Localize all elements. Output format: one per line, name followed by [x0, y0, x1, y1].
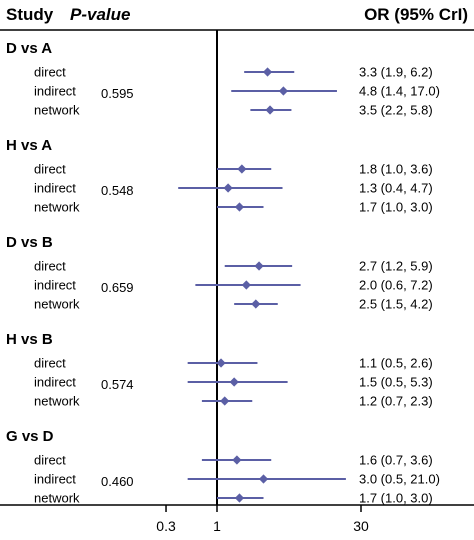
- or-text-d-vs-a-network: 3.5 (2.2, 5.8): [359, 103, 433, 118]
- or-text-h-vs-b-network: 1.2 (0.7, 2.3): [359, 394, 433, 409]
- row-label-h-vs-a-network: network: [34, 200, 80, 215]
- estimate-marker-g-vs-d-direct: [232, 455, 242, 465]
- estimate-marker-d-vs-a-indirect: [278, 86, 289, 96]
- or-text-h-vs-a-network: 1.7 (1.0, 3.0): [359, 200, 433, 215]
- group-label-g-vs-d: G vs D: [6, 428, 54, 445]
- chart-marks: 0.3 1 30 D vs A 0.595 direct 3.3 (1.9, 6.2) ind…: [6, 30, 440, 534]
- estimate-marker-d-vs-a-direct: [262, 67, 273, 77]
- group-label-h-vs-a: H vs A: [6, 137, 52, 154]
- header-study: Study: [6, 5, 54, 24]
- row-label-g-vs-d-network: network: [34, 491, 80, 506]
- estimate-marker-g-vs-d-indirect: [258, 474, 269, 484]
- or-text-h-vs-b-direct: 1.1 (0.5, 2.6): [359, 356, 433, 371]
- or-text-h-vs-a-indirect: 1.3 (0.4, 4.7): [359, 181, 433, 196]
- estimate-marker-h-vs-a-indirect: [223, 183, 233, 193]
- estimate-marker-d-vs-b-direct: [254, 261, 264, 271]
- row-label-h-vs-b-network: network: [34, 394, 80, 409]
- x-tick-label-0.3: 0.3: [156, 518, 176, 534]
- pvalue-d-vs-b: 0.659: [101, 280, 134, 295]
- pvalue-h-vs-b: 0.574: [101, 377, 134, 392]
- row-label-h-vs-b-direct: direct: [34, 356, 66, 371]
- or-text-h-vs-b-indirect: 1.5 (0.5, 5.3): [359, 375, 433, 390]
- estimate-marker-d-vs-a-network: [265, 105, 275, 115]
- group-label-d-vs-b: D vs B: [6, 234, 53, 251]
- row-label-g-vs-d-indirect: indirect: [34, 472, 76, 487]
- or-text-d-vs-b-direct: 2.7 (1.2, 5.9): [359, 259, 433, 274]
- row-label-d-vs-a-network: network: [34, 103, 80, 118]
- row-label-g-vs-d-direct: direct: [34, 453, 66, 468]
- or-text-g-vs-d-direct: 1.6 (0.7, 3.6): [359, 453, 433, 468]
- estimate-marker-h-vs-b-network: [220, 396, 230, 406]
- x-tick-label-30: 30: [353, 518, 369, 534]
- group-label-d-vs-a: D vs A: [6, 40, 52, 57]
- or-text-h-vs-a-direct: 1.8 (1.0, 3.6): [359, 162, 433, 177]
- or-text-d-vs-a-direct: 3.3 (1.9, 6.2): [359, 65, 433, 80]
- group-label-h-vs-b: H vs B: [6, 331, 53, 348]
- header-or: OR (95% CrI): [364, 5, 468, 24]
- estimate-marker-h-vs-a-direct: [237, 164, 247, 174]
- estimate-marker-h-vs-b-indirect: [229, 377, 239, 387]
- or-text-d-vs-b-indirect: 2.0 (0.6, 7.2): [359, 278, 433, 293]
- pvalue-g-vs-d: 0.460: [101, 474, 134, 489]
- x-tick-label-1: 1: [213, 518, 221, 534]
- or-text-d-vs-a-indirect: 4.8 (1.4, 17.0): [359, 84, 440, 99]
- row-label-d-vs-a-direct: direct: [34, 65, 66, 80]
- estimate-marker-h-vs-a-network: [234, 202, 245, 212]
- or-text-g-vs-d-indirect: 3.0 (0.5, 21.0): [359, 472, 440, 487]
- row-label-h-vs-a-indirect: indirect: [34, 181, 76, 196]
- or-text-g-vs-d-network: 1.7 (1.0, 3.0): [359, 491, 433, 506]
- row-label-d-vs-b-network: network: [34, 297, 80, 312]
- row-label-h-vs-b-indirect: indirect: [34, 375, 76, 390]
- estimate-marker-g-vs-d-network: [234, 493, 245, 503]
- row-label-d-vs-b-indirect: indirect: [34, 278, 76, 293]
- row-label-d-vs-a-indirect: indirect: [34, 84, 76, 99]
- or-text-d-vs-b-network: 2.5 (1.5, 4.2): [359, 297, 433, 312]
- estimate-marker-h-vs-b-direct: [216, 358, 226, 368]
- estimate-marker-d-vs-b-network: [251, 299, 261, 309]
- row-label-h-vs-a-direct: direct: [34, 162, 66, 177]
- pvalue-h-vs-a: 0.548: [101, 183, 134, 198]
- row-label-d-vs-b-direct: direct: [34, 259, 66, 274]
- header-pvalue: P-value: [70, 5, 130, 24]
- estimate-marker-d-vs-b-indirect: [241, 280, 251, 290]
- pvalue-d-vs-a: 0.595: [101, 86, 134, 101]
